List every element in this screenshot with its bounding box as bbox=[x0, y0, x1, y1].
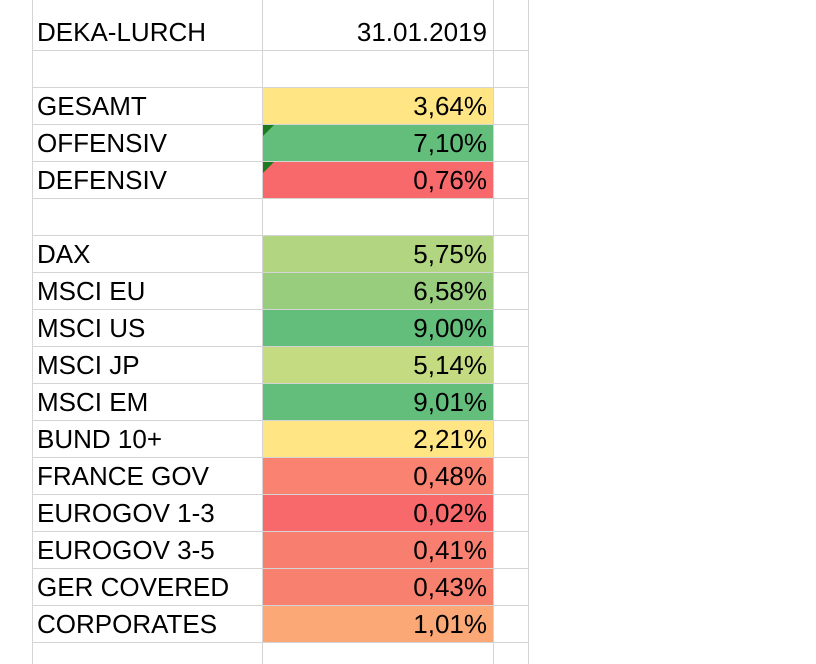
comment-indicator-icon[interactable] bbox=[263, 162, 274, 173]
cell-label[interactable]: GESAMT bbox=[37, 91, 147, 121]
index-row: MSCI JP 5,14% bbox=[32, 347, 528, 384]
cell-label[interactable]: CORPORATES bbox=[37, 609, 218, 639]
cell-label[interactable]: BUND 10+ bbox=[37, 424, 162, 454]
cell-label[interactable]: DAX bbox=[37, 239, 91, 269]
cell-value[interactable]: 9,00% bbox=[263, 310, 493, 346]
cell-empty[interactable] bbox=[494, 273, 528, 309]
index-row: FRANCE GOV 0,48% bbox=[32, 458, 528, 495]
cell-value[interactable]: 2,21% bbox=[263, 421, 493, 457]
cell-value[interactable]: 0,48% bbox=[263, 458, 493, 494]
empty-row bbox=[32, 51, 528, 88]
cell-empty[interactable] bbox=[494, 51, 528, 87]
cell-label[interactable]: MSCI US bbox=[37, 313, 146, 343]
index-row: MSCI EU 6,58% bbox=[32, 273, 528, 310]
cell-value[interactable]: 0,43% bbox=[263, 569, 493, 605]
cell-label[interactable]: OFFENSIV bbox=[37, 128, 168, 158]
cell-value[interactable] bbox=[263, 199, 493, 235]
cell-empty[interactable] bbox=[494, 606, 528, 642]
header-row: DEKA-LURCH 31.01.2019 bbox=[32, 14, 528, 51]
index-row: MSCI US 9,00% bbox=[32, 310, 528, 347]
index-row: BUND 10+ 2,21% bbox=[32, 421, 528, 458]
cell-label[interactable]: EUROGOV 3-5 bbox=[37, 535, 215, 565]
empty-row bbox=[32, 199, 528, 236]
column-divider bbox=[262, 0, 263, 664]
cell-value[interactable]: 31.01.2019 bbox=[356, 17, 487, 47]
index-row: DAX 5,75% bbox=[32, 236, 528, 273]
cell-empty[interactable] bbox=[494, 199, 528, 235]
cell-value[interactable] bbox=[263, 51, 493, 87]
index-row: EUROGOV 3-5 0,41% bbox=[32, 532, 528, 569]
cell-label[interactable]: MSCI EM bbox=[37, 387, 149, 417]
cell-empty[interactable] bbox=[494, 162, 528, 198]
column-divider bbox=[32, 0, 33, 664]
summary-row: OFFENSIV 7,10% bbox=[32, 125, 528, 162]
cell-value[interactable]: 0,02% bbox=[263, 495, 493, 531]
index-row: CORPORATES 1,01% bbox=[32, 606, 528, 643]
cell-value[interactable]: 7,10% bbox=[263, 125, 493, 161]
cell-label[interactable]: MSCI JP bbox=[37, 350, 140, 380]
cell-empty[interactable] bbox=[494, 236, 528, 272]
cell-label[interactable]: GER COVERED bbox=[37, 572, 230, 602]
cell-label[interactable]: DEFENSIV bbox=[37, 165, 168, 195]
cell-empty[interactable] bbox=[494, 569, 528, 605]
cell-label[interactable]: EUROGOV 1-3 bbox=[37, 498, 215, 528]
summary-row: DEFENSIV 0,76% bbox=[32, 162, 528, 199]
cell-empty[interactable] bbox=[494, 125, 528, 161]
cell-empty[interactable] bbox=[494, 347, 528, 383]
index-row: MSCI EM 9,01% bbox=[32, 384, 528, 421]
column-divider bbox=[493, 0, 494, 664]
cell-empty[interactable] bbox=[494, 532, 528, 568]
cell-value[interactable]: 6,58% bbox=[263, 273, 493, 309]
cell-empty[interactable] bbox=[494, 421, 528, 457]
comment-indicator-icon[interactable] bbox=[263, 125, 274, 136]
cell-empty[interactable] bbox=[494, 310, 528, 346]
summary-row: GESAMT 3,64% bbox=[32, 88, 528, 125]
cell-value[interactable]: 0,41% bbox=[263, 532, 493, 568]
cell-value[interactable]: 0,76% bbox=[263, 162, 493, 198]
cell-value[interactable]: 5,75% bbox=[263, 236, 493, 272]
cell-value[interactable]: 3,64% bbox=[263, 88, 493, 124]
cell-value[interactable]: 1,01% bbox=[263, 606, 493, 642]
cell-label[interactable]: MSCI EU bbox=[37, 276, 146, 306]
cell-value[interactable]: 5,14% bbox=[263, 347, 493, 383]
cell-label[interactable]: FRANCE GOV bbox=[37, 461, 209, 491]
column-divider bbox=[528, 0, 529, 664]
cell-label[interactable] bbox=[32, 51, 262, 87]
index-row: EUROGOV 1-3 0,02% bbox=[32, 495, 528, 532]
cell-value[interactable]: 9,01% bbox=[263, 384, 493, 420]
cell-label[interactable]: DEKA-LURCH bbox=[37, 17, 207, 47]
cell-empty[interactable] bbox=[494, 384, 528, 420]
cell-empty[interactable] bbox=[494, 458, 528, 494]
cell-empty[interactable] bbox=[494, 88, 528, 124]
index-row: GER COVERED 0,43% bbox=[32, 569, 528, 606]
cell-empty[interactable] bbox=[494, 495, 528, 531]
cell-label[interactable] bbox=[32, 199, 262, 235]
cell-empty[interactable] bbox=[494, 14, 528, 50]
